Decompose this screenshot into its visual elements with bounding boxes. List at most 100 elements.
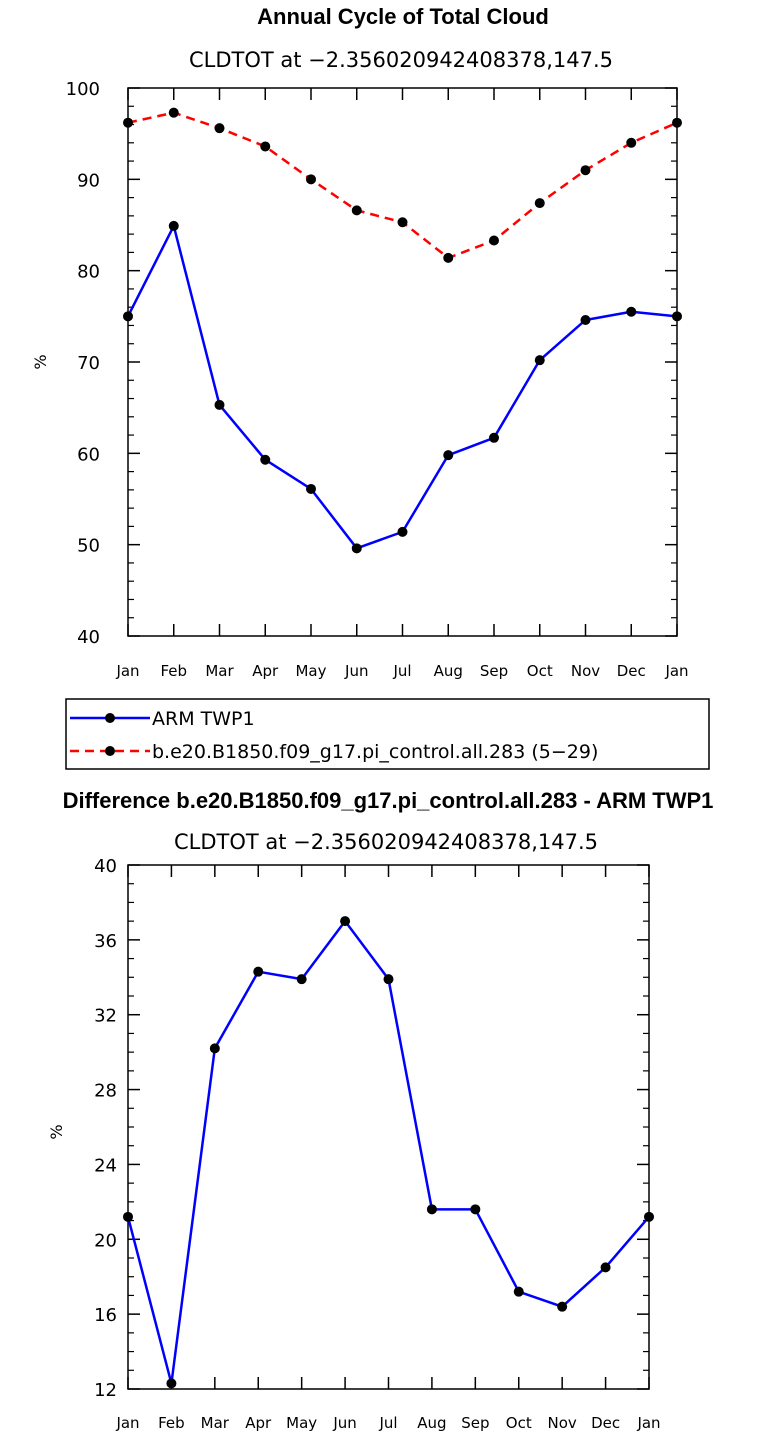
chart-2-series-1-point — [383, 974, 394, 985]
chart-2-ylabel: % — [47, 1124, 66, 1139]
chart-1-xtick-label: Apr — [252, 662, 279, 680]
chart-2-series-1-point — [513, 1286, 524, 1297]
chart-2-ytick-label: 32 — [94, 1006, 117, 1027]
chart-1-series-1-point — [580, 314, 591, 325]
chart-2-xtick-label: Apr — [245, 1414, 272, 1432]
chart-1-series-1-point — [397, 526, 408, 537]
chart-1-xtick-label: Aug — [434, 662, 463, 680]
chart-1-ytick-label: 40 — [77, 627, 100, 648]
chart-2-xtick-label: Mar — [201, 1414, 230, 1432]
chart-1-xtick-label: May — [295, 662, 326, 680]
chart-2-ytick-label: 28 — [94, 1081, 117, 1102]
chart-2-ytick-label: 24 — [94, 1155, 117, 1176]
chart-1-series-2-point — [168, 107, 179, 118]
chart-2-series-1-point — [644, 1211, 654, 1222]
chart-1-ytick-label: 70 — [77, 353, 100, 374]
chart-2: Difference b.e20.B1850.f09_g17.pi_contro… — [47, 788, 713, 1432]
legend-label-arm: ARM TWP1 — [152, 708, 255, 730]
chart-2-series-1-point — [557, 1301, 568, 1312]
chart-2-title: Difference b.e20.B1850.f09_g17.pi_contro… — [63, 788, 714, 813]
chart-2-ytick-label: 40 — [94, 856, 117, 877]
chart-1-series-1-point — [489, 432, 499, 443]
chart-1: Annual Cycle of Total Cloud CLDTOT at −2… — [31, 4, 689, 680]
legend-entry-model: b.e20.B1850.f09_g17.pi_control.all.283 (… — [70, 741, 598, 763]
chart-1-series-1-point — [306, 483, 316, 494]
chart-1-series-2-point — [443, 252, 454, 263]
chart-1-ylabel: % — [31, 354, 50, 369]
chart-2-xtick-label: Dec — [591, 1414, 620, 1432]
legend-box — [65, 698, 710, 770]
legend-marker-model — [105, 746, 115, 756]
chart-2-subtitle: CLDTOT at −2.356020942408378,147.5 — [174, 830, 598, 854]
chart-2-xtick-label: May — [286, 1414, 317, 1432]
chart-1-ytick-label: 60 — [77, 444, 100, 465]
chart-2-xtick-label: Nov — [548, 1414, 577, 1432]
chart-2-series-1-point — [123, 1211, 133, 1222]
chart-1-series-2-point — [489, 235, 499, 246]
chart-1-series-2-point — [306, 174, 316, 185]
chart-1-series-1-point — [443, 450, 454, 461]
chart-1-frame — [127, 87, 678, 637]
chart-2-xtick-label: Jul — [378, 1414, 397, 1432]
chart-2-plot: 12 16 20 24 28 32 36 40 Jan Feb Mar Apr May Jun Jul Aug… — [94, 856, 660, 1432]
chart-1-series-1-point — [260, 454, 271, 465]
chart-1-series-1-point — [534, 355, 545, 366]
chart-1-series-1-point — [123, 311, 133, 322]
chart-2-ytick-label: 20 — [94, 1230, 117, 1251]
chart-1-xtick-label: Jan — [115, 662, 139, 680]
chart-2-xtick-label: Feb — [158, 1414, 185, 1432]
chart-1-series-1-point — [168, 220, 179, 231]
chart-2-xtick-label: Sep — [461, 1414, 489, 1432]
legend-entry-arm: ARM TWP1 — [70, 708, 255, 730]
chart-1-series-2-point — [351, 205, 362, 216]
chart-1-xtick-label: Jan — [664, 662, 688, 680]
chart-2-ytick-label: 36 — [94, 931, 117, 952]
chart-1-series-2-point — [397, 217, 408, 228]
chart-1-ytick-label: 90 — [77, 170, 100, 191]
chart-1-xtick-label: Sep — [480, 662, 508, 680]
chart-1-xtick-label: Jul — [392, 662, 411, 680]
chart-1-xtick-label: Nov — [571, 662, 600, 680]
chart-1-subtitle: CLDTOT at −2.356020942408378,147.5 — [189, 48, 613, 72]
chart-1-series-1-line — [126, 224, 678, 550]
chart-2-ytick-label: 16 — [94, 1305, 117, 1326]
chart-2-series-1-point — [470, 1204, 481, 1215]
chart-2-series-1-point — [296, 974, 307, 985]
chart-2-series-1-point — [340, 916, 351, 927]
chart-2-series-1-point — [253, 966, 264, 977]
chart-2-series-1-point — [166, 1378, 177, 1389]
chart-1-series-2-point — [672, 117, 682, 128]
chart-1-series-2-point — [123, 117, 133, 128]
chart-1-series-2-point — [534, 198, 545, 209]
chart-1-series-2-point — [580, 165, 591, 176]
chart-1-title: Annual Cycle of Total Cloud — [257, 4, 549, 29]
chart-2-ytick-label: 12 — [94, 1380, 117, 1401]
chart-1-ytick-label: 80 — [77, 262, 100, 283]
chart-1-series-2-point — [214, 123, 225, 134]
chart-1-series-2-point — [626, 137, 637, 148]
chart-2-series-1-point — [426, 1204, 437, 1215]
chart-2-xtick-label: Jan — [636, 1414, 660, 1432]
chart-1-series-1-point — [672, 311, 682, 322]
chart-2-frame — [127, 864, 650, 1390]
chart-2-series-1-point — [600, 1262, 611, 1273]
chart-1-series-2-line — [127, 111, 678, 260]
chart-2-xtick-label: Oct — [506, 1414, 532, 1432]
chart-1-xtick-label: Feb — [160, 662, 187, 680]
chart-1-plot: 40 50 60 70 80 90 100 Jan Feb Mar Apr May Jun Jul Aug S… — [66, 79, 689, 680]
chart-2-xtick-label: Jan — [115, 1414, 139, 1432]
legend-label-model: b.e20.B1850.f09_g17.pi_control.all.283 (… — [152, 741, 598, 763]
chart-2-xtick-label: Jun — [332, 1414, 356, 1432]
chart-2-xtick-label: Aug — [417, 1414, 446, 1432]
chart-1-series-2-point — [260, 141, 271, 152]
chart-1-xtick-label: Oct — [527, 662, 553, 680]
legend-marker-arm — [105, 713, 115, 723]
chart-1-xtick-label: Dec — [617, 662, 646, 680]
legend: ARM TWP1 b.e20.B1850.f09_g17.pi_control.… — [65, 698, 710, 770]
chart-1-series-1-point — [626, 306, 637, 317]
chart-2-series-1-point — [209, 1043, 220, 1054]
chart-2-series-1-line — [126, 919, 650, 1385]
chart-1-series-1-point — [351, 543, 362, 554]
chart-1-series-1-point — [214, 399, 225, 410]
